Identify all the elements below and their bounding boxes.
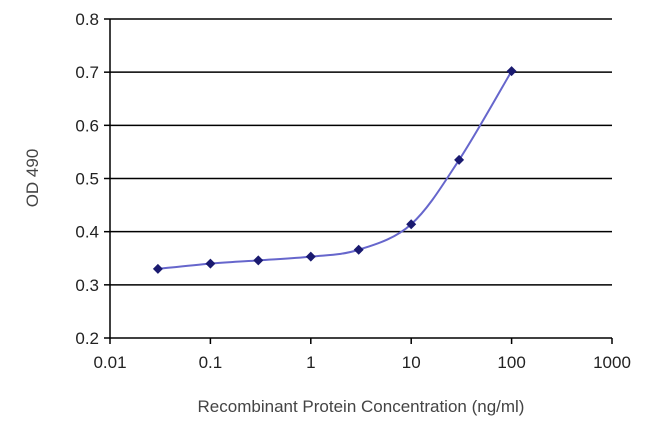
x-axis-ticks: 0.01 0.1 1 10 100 1000 — [93, 338, 631, 372]
x-axis-title: Recombinant Protein Concentration (ng/ml… — [198, 397, 525, 416]
data-point — [253, 255, 264, 266]
series-layer — [152, 66, 517, 274]
x-tick-label: 1000 — [593, 353, 631, 372]
data-point — [454, 154, 465, 165]
data-point — [406, 219, 417, 230]
y-axis-ticks: 0.2 0.3 0.4 0.5 0.6 0.7 0.8 — [75, 10, 110, 348]
y-tick-label: 0.5 — [75, 170, 99, 189]
gridlines — [110, 18, 612, 286]
x-tick-label: 0.01 — [93, 353, 126, 372]
y-tick-label: 0.8 — [75, 10, 99, 29]
data-point — [305, 251, 316, 262]
y-tick-label: 0.7 — [75, 63, 99, 82]
data-point — [205, 258, 216, 269]
series-line — [157, 70, 513, 270]
x-tick-label: 0.1 — [199, 353, 223, 372]
y-tick-label: 0.3 — [75, 276, 99, 295]
y-tick-label: 0.2 — [75, 329, 99, 348]
x-tick-label: 100 — [497, 353, 525, 372]
x-tick-label: 10 — [402, 353, 421, 372]
y-axis-title: OD 490 — [23, 149, 42, 208]
y-tick-label: 0.6 — [75, 116, 99, 135]
y-tick-label: 0.4 — [75, 223, 99, 242]
data-point — [152, 263, 163, 274]
x-tick-label: 1 — [306, 353, 315, 372]
data-point — [506, 66, 517, 77]
data-point — [353, 244, 364, 255]
